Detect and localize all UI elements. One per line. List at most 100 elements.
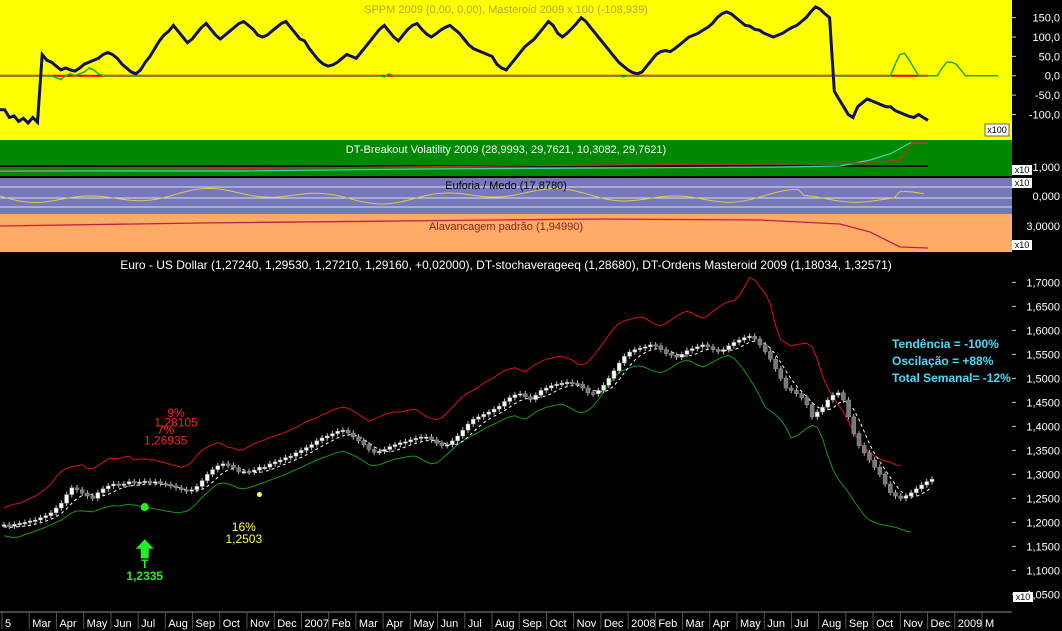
price-tick-label: 1,2500 [1026, 493, 1060, 505]
x-tick-label: Nov [903, 618, 923, 630]
candle-body [22, 522, 28, 525]
candle-body [111, 483, 116, 487]
candle-body [648, 344, 653, 347]
candle-body [304, 447, 309, 451]
candle-body [184, 489, 189, 492]
buy-signal-dot [140, 503, 149, 512]
candle-body [773, 358, 778, 370]
candle-body [476, 416, 481, 420]
candle-body [559, 382, 565, 385]
candle-body [64, 494, 69, 504]
buy-signal-value: 1,2335 [126, 569, 163, 583]
candle-body [142, 480, 148, 483]
candle-body [371, 449, 377, 453]
candle-body [794, 390, 799, 395]
candle-body [861, 445, 867, 454]
candle-body [43, 515, 48, 518]
breakout-title: DT-Breakout Volatility 2009 (28,9993, 29… [345, 144, 667, 156]
x-tick-label: Mar [359, 618, 378, 630]
price-title: Euro - US Dollar (1,27240, 1,29530, 1,27… [120, 258, 892, 272]
x-tick-label: M [985, 618, 994, 630]
sppm-tick-label: 0,0 [1045, 71, 1060, 83]
signal-marker-dot [256, 492, 262, 498]
price-annotation: 7% [157, 423, 175, 437]
candle-body [147, 480, 153, 483]
candle-body [736, 339, 742, 343]
candle-body [351, 432, 356, 438]
x-tick-label: 2008 [631, 618, 655, 630]
candle-body [637, 347, 643, 350]
candle-body [470, 418, 476, 425]
candle-body [695, 346, 700, 349]
candle-body [825, 399, 830, 408]
candle-body [132, 481, 137, 484]
price-scale-box [1013, 592, 1033, 602]
candle-body [319, 437, 325, 442]
candle-body [236, 467, 241, 472]
candle-body [251, 469, 257, 473]
candle-body [929, 478, 935, 482]
x-tick-label: Aug [822, 618, 842, 630]
x-axis: 5 Mar Apr May Jun Jul Aug Sep Oct Nov Dec 2007 Feb Ma… [0, 611, 1062, 631]
breakout-tick-label: 1,000 [1032, 162, 1060, 174]
candle-body [627, 351, 632, 357]
sppm-axis: 150,0 100,0 50,0 0,0 -50,0 -100,0 [1012, 0, 1062, 140]
candle-body [231, 465, 236, 468]
candle-body [158, 481, 163, 484]
x-tick-label: Feb [332, 618, 351, 630]
candle-body [6, 524, 12, 527]
euforia-title: Euforia / Medo (17,8780) [445, 180, 567, 192]
candle-body [278, 459, 283, 463]
candle-body [69, 487, 75, 495]
candle-body [903, 495, 909, 499]
candle-body [38, 517, 43, 521]
candle-body [116, 483, 121, 486]
candle-body [392, 444, 398, 447]
alavancagem-axis: 3,0000 x10 [1012, 214, 1062, 252]
candle-body [726, 345, 731, 350]
candle-body [512, 394, 518, 398]
candle-body [1, 524, 7, 527]
x-tick-label: Sep [522, 618, 542, 630]
candle-body [424, 436, 429, 439]
candle-body [85, 492, 90, 497]
upper-band-line [3, 276, 901, 509]
sppm-tick-label: 50,0 [1039, 51, 1060, 63]
candle-body [710, 346, 716, 350]
candle-body [267, 463, 273, 468]
breakout-upper-line [0, 142, 928, 172]
candle-body [669, 353, 674, 356]
sppm-tick-label: -100,0 [1029, 109, 1060, 121]
x-tick-label: Aug [495, 618, 515, 630]
candle-body [543, 387, 549, 391]
x-tick-label: Jul [141, 618, 155, 630]
candle-body [700, 344, 705, 347]
x-tick-label: Oct [549, 618, 566, 630]
price-annotation: 16% [232, 520, 256, 534]
candle-body [762, 344, 768, 352]
candle-body [465, 423, 471, 431]
lower-band-line [3, 354, 912, 539]
candle-body [95, 492, 101, 499]
x-tick-label: Nov [577, 618, 597, 630]
price-tick-label: 1,6500 [1026, 301, 1060, 313]
candle-body [53, 507, 59, 514]
price-tick-label: 1,4500 [1026, 397, 1060, 409]
candle-body [413, 438, 419, 441]
candle-body [48, 512, 54, 516]
candle-body [486, 411, 492, 415]
candle-body [841, 392, 846, 401]
alavancagem-scale-box [1012, 240, 1032, 250]
candle-body [106, 485, 111, 490]
x-tick-label: Apr [386, 618, 403, 630]
candle-body [538, 390, 544, 396]
candle-body [570, 381, 575, 384]
candle-body [590, 392, 596, 395]
candle-body [606, 378, 612, 386]
candle-body [434, 439, 439, 444]
price-tick-label: 1,5500 [1026, 349, 1060, 361]
x-tick-label: Jul [468, 618, 482, 630]
price-tick-label: 1,7000 [1026, 277, 1060, 289]
sppm-scale-label: x100 [987, 125, 1007, 135]
candle-body [429, 436, 434, 441]
